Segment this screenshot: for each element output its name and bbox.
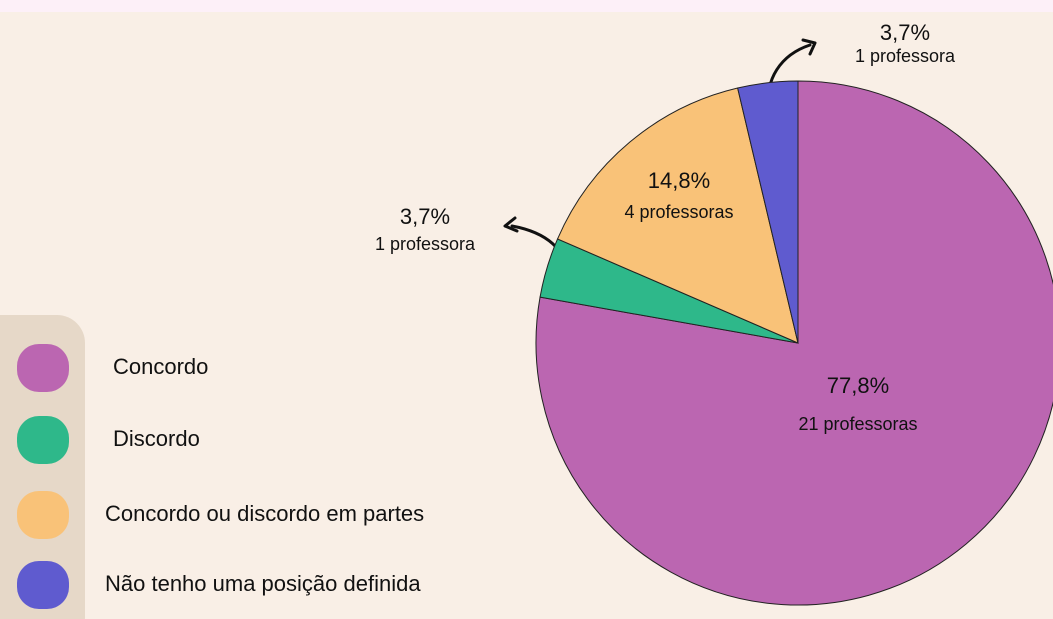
count-label: 1 professora: [855, 46, 956, 66]
arrow-head: [801, 38, 817, 56]
legend-swatch: [17, 344, 69, 392]
count-label: 1 professora: [375, 234, 476, 254]
legend-swatch: [17, 491, 69, 539]
legend-swatch: [17, 561, 69, 609]
value-label: 77,8%: [827, 373, 889, 398]
legend-swatch: [17, 416, 69, 464]
legend-label: Não tenho uma posição definida: [105, 571, 421, 596]
legend-box: [0, 315, 85, 619]
pie-slice: [737, 80, 799, 344]
top-band: [0, 0, 1053, 12]
value-label: 3,7%: [400, 204, 450, 229]
pie-slice: [556, 87, 799, 344]
legend-label: Concordo ou discordo em partes: [105, 501, 424, 526]
count-label: 21 professoras: [798, 414, 917, 434]
count-label: 4 professoras: [624, 202, 733, 222]
legend-label: Discordo: [113, 426, 200, 451]
value-label: 3,7%: [880, 20, 930, 45]
value-label: 14,8%: [648, 168, 710, 193]
arrow-head: [503, 216, 519, 233]
pie-slice: [535, 80, 1053, 606]
legend-label: Concordo: [113, 354, 208, 379]
